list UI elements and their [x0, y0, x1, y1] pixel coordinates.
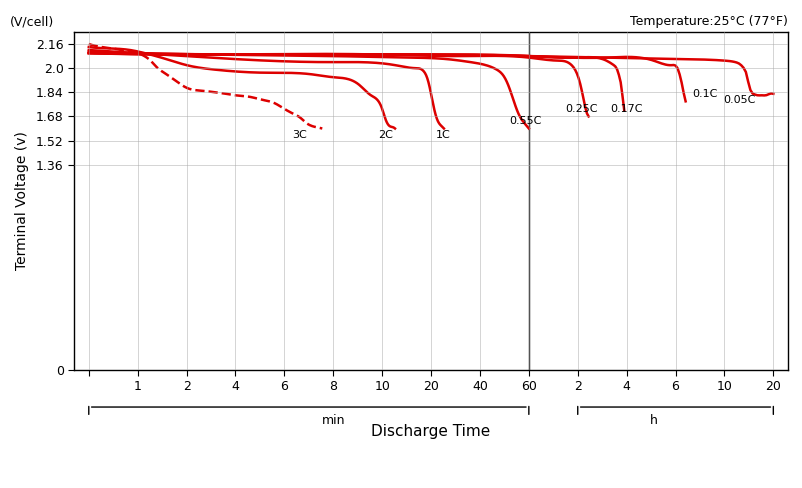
Text: 0.1C: 0.1C — [691, 89, 717, 99]
Text: 0.55C: 0.55C — [508, 116, 541, 126]
Text: 3C: 3C — [292, 129, 307, 140]
Text: h: h — [649, 414, 657, 427]
Text: (V/cell): (V/cell) — [10, 16, 54, 29]
Text: 1C: 1C — [435, 129, 451, 140]
Text: 0.05C: 0.05C — [722, 95, 754, 105]
Text: Temperature:25°C (77°F): Temperature:25°C (77°F) — [630, 15, 787, 28]
X-axis label: Discharge Time: Discharge Time — [371, 424, 490, 439]
Text: 0.17C: 0.17C — [610, 104, 642, 114]
Text: 2C: 2C — [377, 129, 392, 140]
Text: 0.25C: 0.25C — [564, 104, 597, 114]
Y-axis label: Terminal Voltage (v): Terminal Voltage (v) — [15, 131, 29, 270]
Text: min: min — [321, 414, 345, 427]
